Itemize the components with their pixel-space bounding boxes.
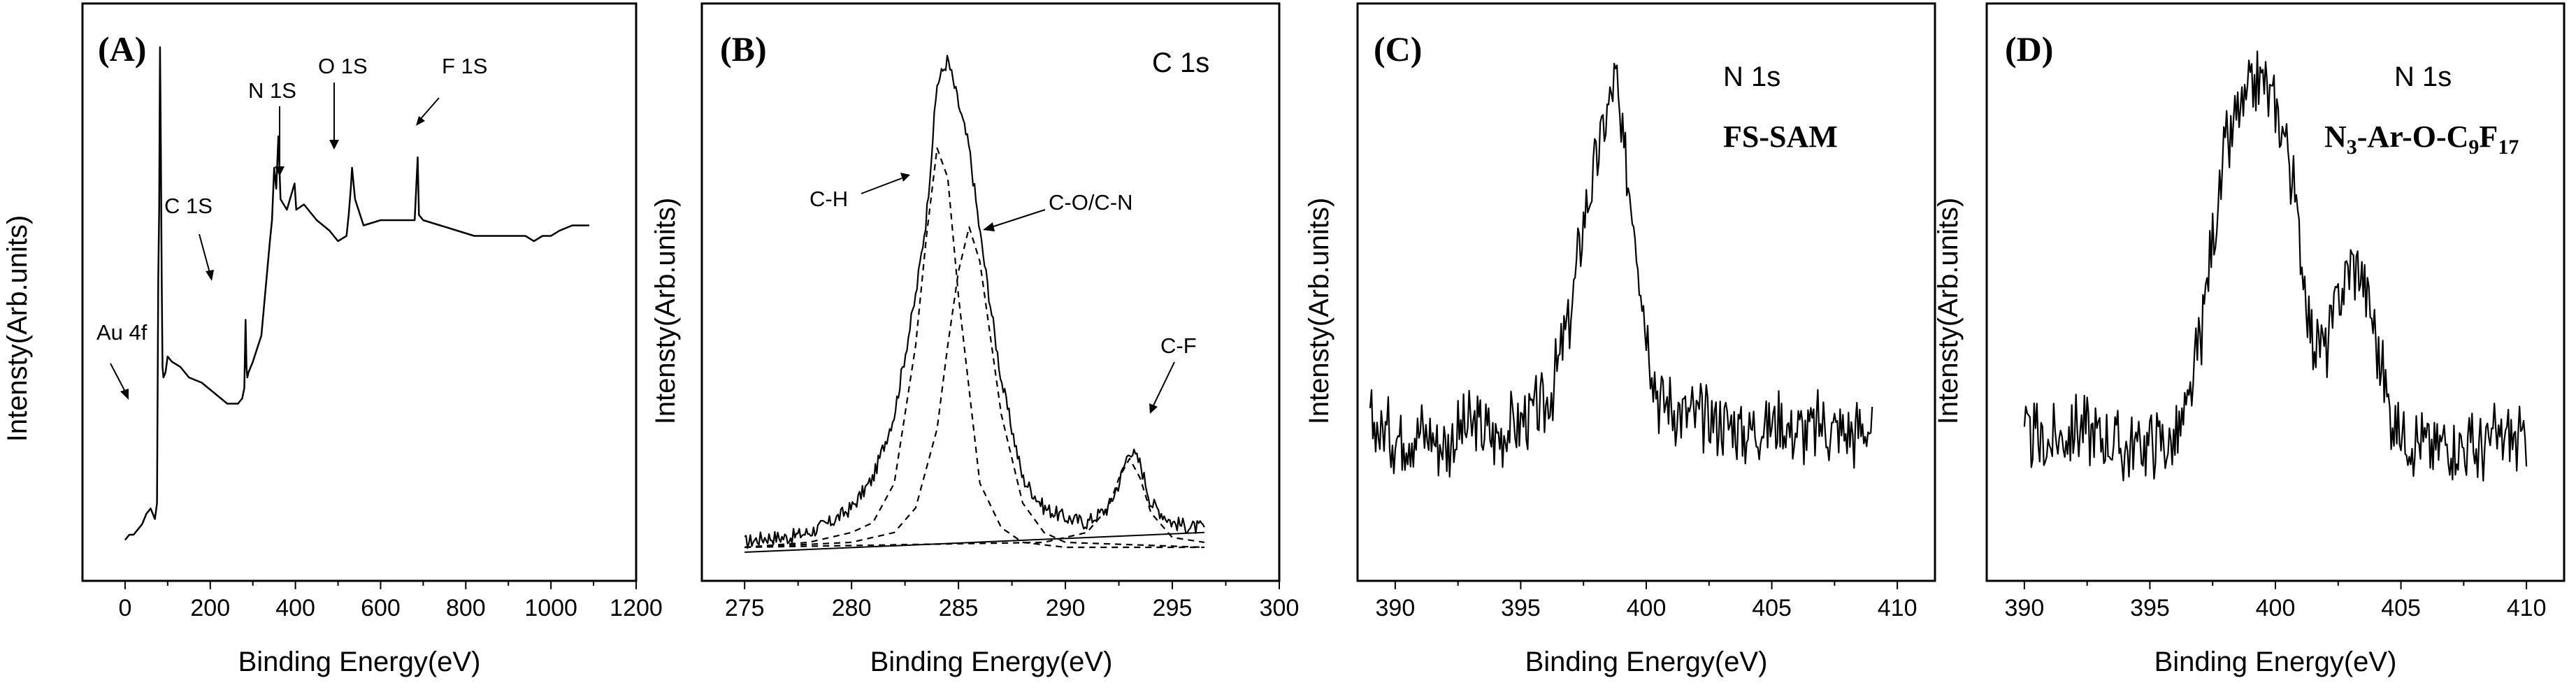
x-tick-label: 400 [275, 595, 315, 621]
x-tick-label: 600 [361, 595, 401, 621]
annotation-au-4f: Au 4f [96, 320, 147, 345]
panel-b-title: C 1s [1152, 48, 1209, 78]
panel-b-plot [744, 55, 1205, 553]
x-tick-label: 280 [832, 595, 872, 621]
arrowhead-icon [206, 270, 214, 281]
panel-b-ticks: 275 280 285 290 295 300 [725, 581, 1300, 621]
series-line-c-o-c-n-component [744, 226, 1204, 549]
panel-d-n1s-label: N 1s [2394, 62, 2452, 92]
x-tick-label: 390 [2005, 595, 2045, 621]
panel-b-label: (B) [720, 29, 767, 69]
panel-a-xlabel: Binding Energy(eV) [238, 647, 481, 677]
panel-d-label: (D) [2005, 29, 2053, 69]
x-tick-label: 1200 [610, 595, 663, 621]
panel-a-frame [81, 2, 638, 582]
panel-a-ylabel: Intensty(Arb.units) [2, 215, 33, 442]
arrowhead-icon [1149, 403, 1158, 414]
series-line-n-1s [1369, 62, 1873, 478]
annotation-c-f: C-F [1160, 333, 1197, 358]
panel-c-title: N 1s [1723, 62, 1780, 92]
panel-b: Intensty(Arb.units) Binding Energy(eV) (… [650, 2, 1300, 677]
annotation-o-1s: O 1S [318, 54, 368, 78]
arrowhead-icon [275, 166, 285, 176]
arrowhead-icon [416, 116, 425, 126]
panel-c-xlabel: Binding Energy(eV) [1525, 647, 1768, 677]
panel-d-plot [2023, 50, 2528, 482]
x-tick-label: 400 [1627, 595, 1667, 621]
series-line-survey [124, 46, 589, 541]
panel-a-ticks: 0 200 400 600 800 1000 1200 [118, 581, 663, 621]
x-tick-label: 400 [2256, 595, 2296, 621]
annotation-c-1s-arrow [199, 233, 210, 273]
panel-d-ticks: 390 395 400 405 410 [2005, 581, 2547, 621]
x-tick-label: 395 [2130, 595, 2170, 621]
annotation-f-1s-arrow [419, 97, 440, 121]
x-tick-label: 405 [1752, 595, 1792, 621]
annotation-f-1s: F 1S [442, 54, 487, 78]
panel-d: Intensty(Arb.units) Binding Energy(eV) (… [1933, 2, 2566, 677]
panel-d-title: N3-Ar-O-C9F17 [2324, 120, 2519, 159]
panel-a-label: (A) [98, 29, 146, 69]
panel-c-label: (C) [1374, 29, 1422, 69]
panel-c-frame [1356, 2, 1936, 582]
panel-d-frame [1985, 2, 2566, 582]
x-tick-label: 410 [2507, 595, 2547, 621]
panel-a: Intensty(Arb.units) Binding Energy(eV) (… [2, 2, 663, 677]
panel-b-ylabel: Intensty(Arb.units) [650, 198, 681, 425]
panel-c-plot [1369, 62, 1873, 478]
arrowhead-icon [900, 173, 910, 182]
x-tick-label: 410 [1878, 595, 1917, 621]
panel-c-subtitle: FS-SAM [1723, 120, 1838, 154]
x-tick-label: 395 [1501, 595, 1541, 621]
panel-d-xlabel: Binding Energy(eV) [2154, 647, 2397, 677]
annotation-c-h-arrow [861, 178, 902, 194]
x-tick-label: 200 [190, 595, 230, 621]
panel-c-ticks: 390 395 400 405 410 [1376, 581, 1917, 621]
x-tick-label: 390 [1376, 595, 1416, 621]
annotation-c-o-c-n: C-O/C-N [1049, 190, 1133, 215]
x-tick-label: 285 [939, 595, 979, 621]
annotation-au-4f-arrow [110, 363, 127, 394]
x-tick-label: 800 [446, 595, 486, 621]
arrowhead-icon [329, 140, 339, 150]
series-line-n-1s [2023, 50, 2528, 482]
panel-c-ylabel: Intensty(Arb.units) [1304, 198, 1334, 425]
series-line-measured [744, 55, 1205, 549]
panel-a-plot [124, 46, 589, 541]
series-line-c-f-component [744, 457, 1205, 549]
panel-b-frame [700, 2, 1281, 582]
x-tick-label: 0 [118, 595, 131, 621]
annotation-c-o-c-n-arrow [991, 209, 1046, 228]
x-tick-label: 1000 [524, 595, 577, 621]
background-baseline [744, 531, 1204, 553]
arrowhead-icon [120, 389, 129, 400]
arrowhead-icon [983, 222, 995, 231]
x-tick-label: 300 [1260, 595, 1300, 621]
panel-d-ylabel: Intensty(Arb.units) [1933, 198, 1964, 425]
annotation-c-f-arrow [1153, 361, 1175, 406]
annotation-n-1s: N 1S [248, 78, 296, 103]
annotation-c-h: C-H [810, 187, 848, 211]
annotation-c-1s: C 1S [164, 194, 213, 218]
x-tick-label: 290 [1046, 595, 1086, 621]
panel-c: Intensty(Arb.units) Binding Energy(eV) (… [1304, 2, 1936, 677]
panel-b-xlabel: Binding Energy(eV) [870, 647, 1113, 677]
x-tick-label: 405 [2381, 595, 2421, 621]
x-tick-label: 295 [1153, 595, 1193, 621]
series-line-c-h-component [744, 147, 1204, 549]
x-tick-label: 275 [725, 595, 765, 621]
